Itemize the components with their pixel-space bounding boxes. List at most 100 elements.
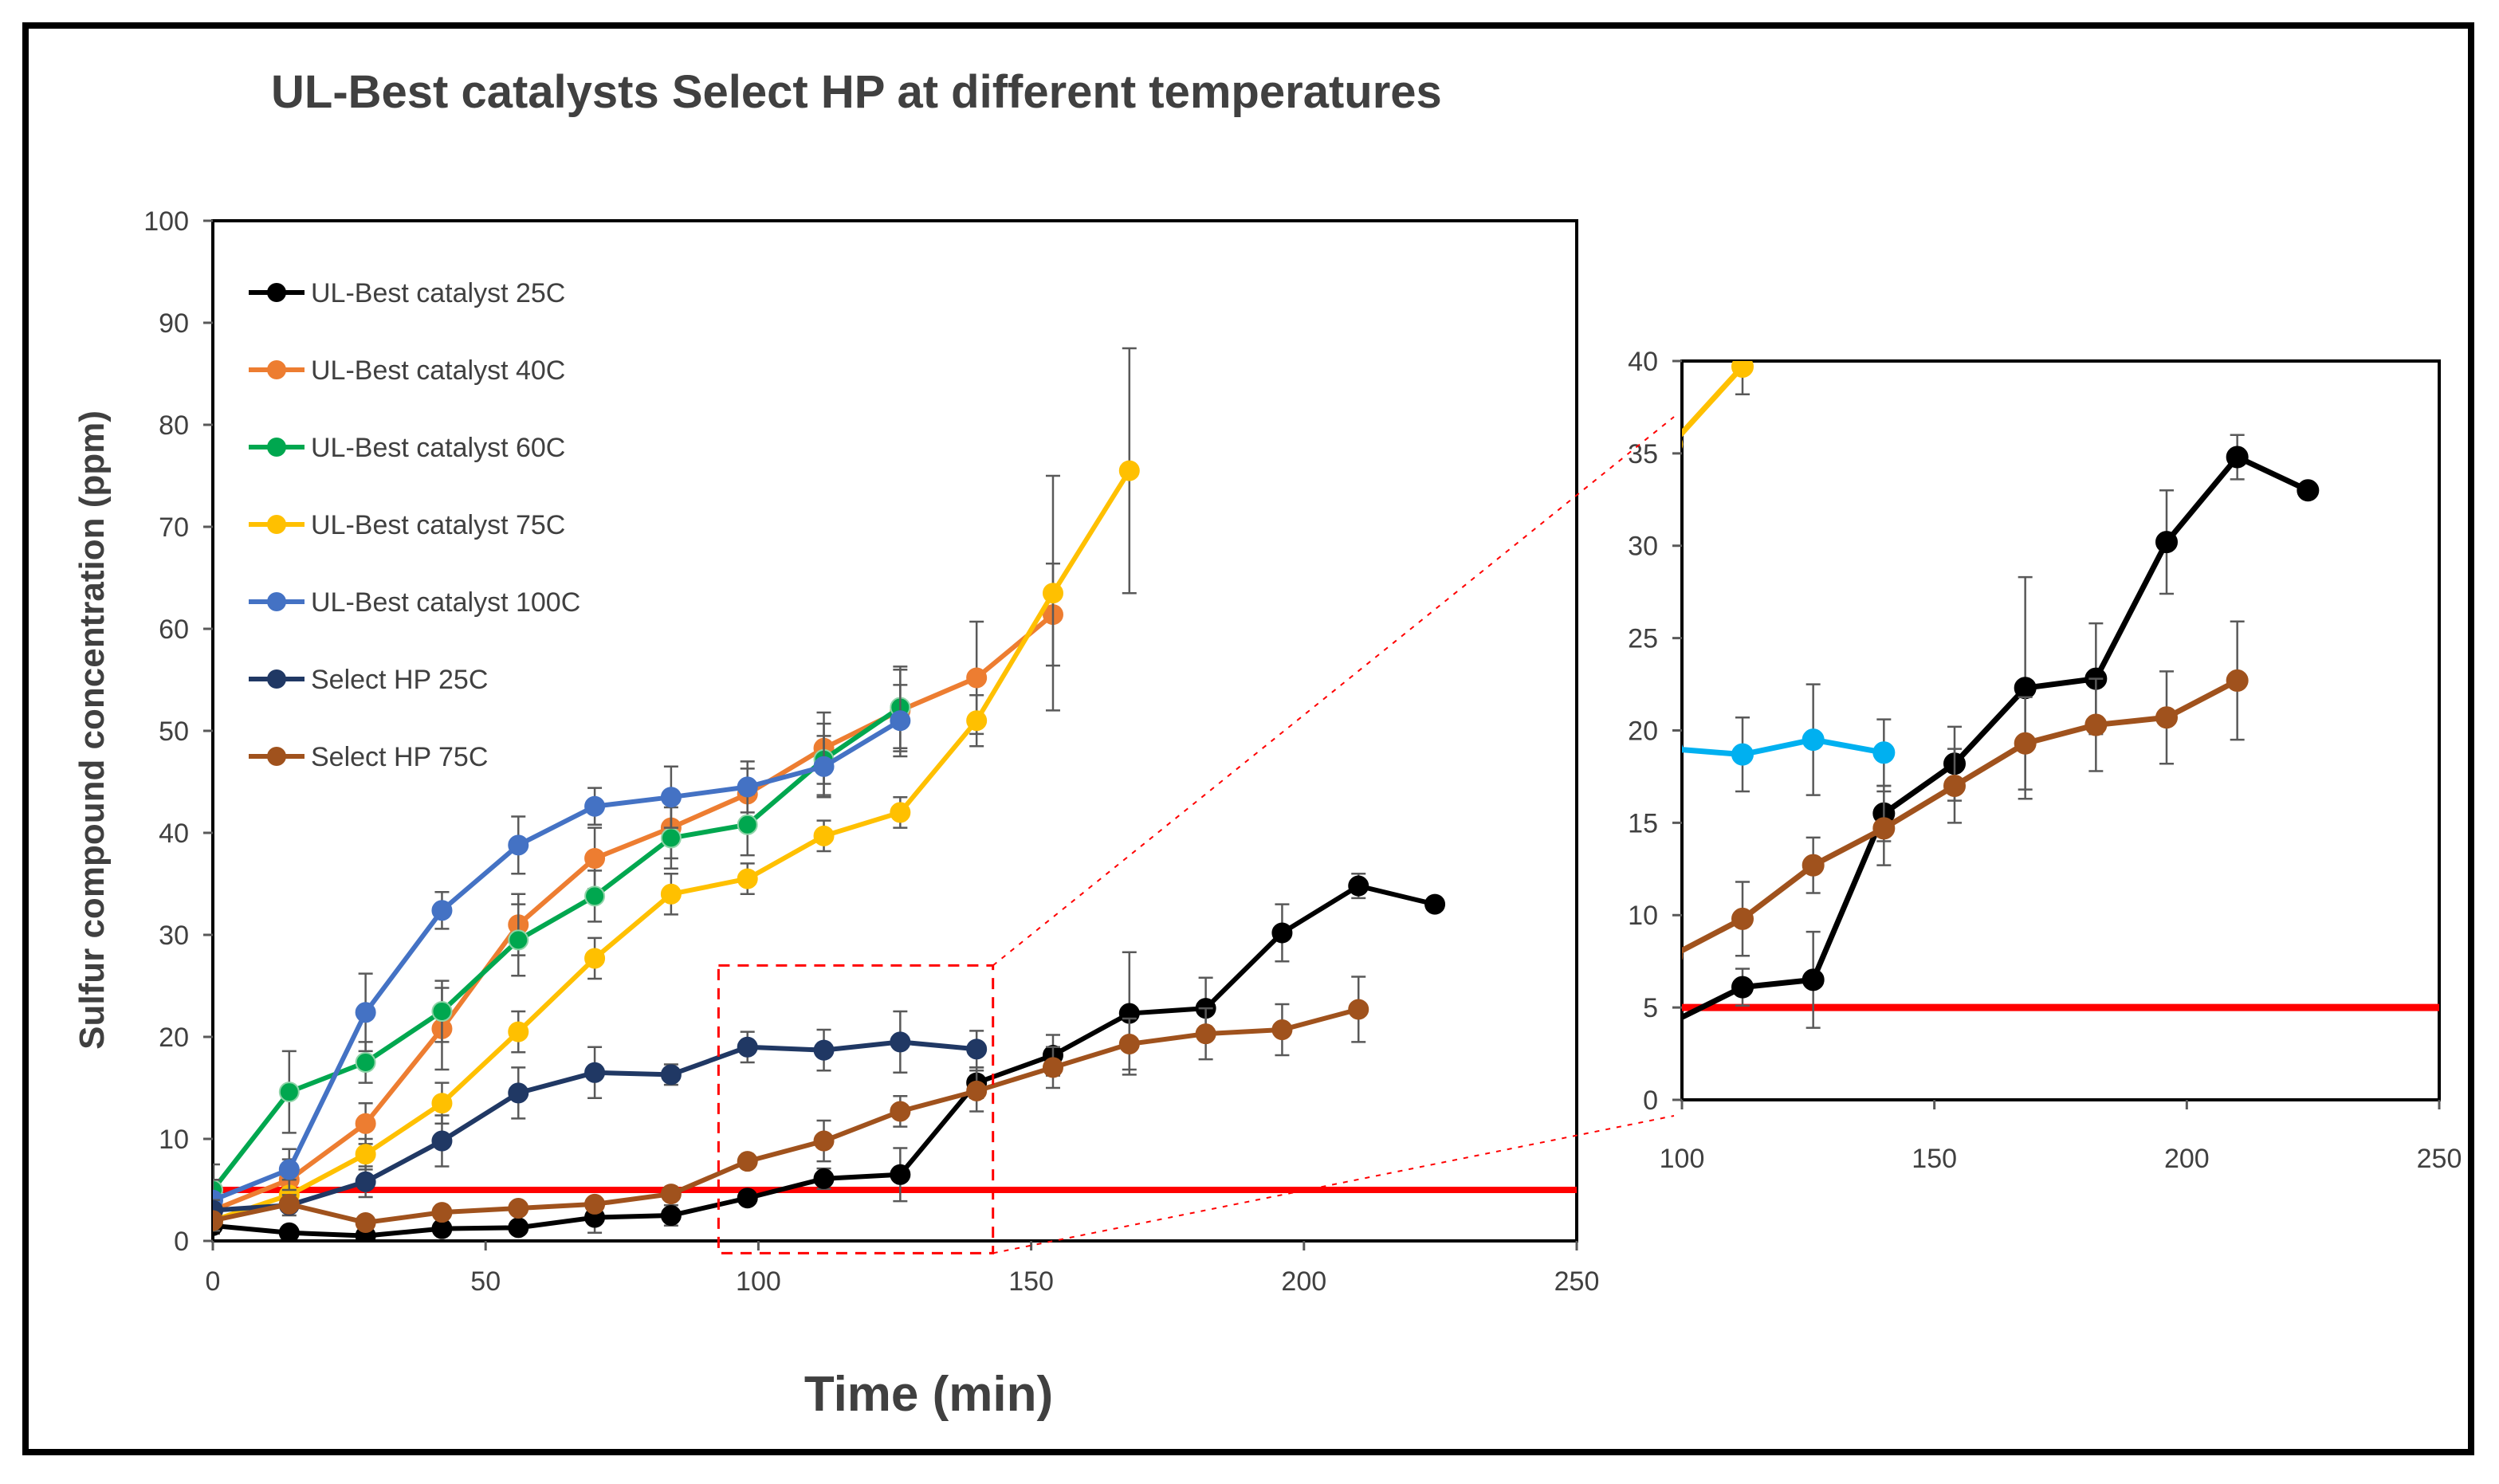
data-point bbox=[2084, 713, 2108, 736]
data-point bbox=[2014, 677, 2037, 700]
data-point bbox=[1348, 999, 1369, 1020]
data-point bbox=[1271, 1019, 1293, 1041]
zoom-connector-line bbox=[992, 416, 1675, 967]
y-tick-label: 30 bbox=[159, 921, 189, 951]
data-point bbox=[1271, 922, 1293, 944]
data-point bbox=[355, 1002, 376, 1023]
x-tick-label: 100 bbox=[1660, 1144, 1705, 1174]
data-point bbox=[1802, 728, 1825, 752]
data-point bbox=[508, 929, 529, 951]
data-point bbox=[1731, 976, 1754, 999]
data-point bbox=[355, 1171, 376, 1192]
series-line bbox=[213, 718, 902, 1203]
y-tick-label: 0 bbox=[1643, 1086, 1658, 1116]
x-tick-label: 250 bbox=[2417, 1144, 2462, 1174]
zoom-region-box bbox=[717, 964, 995, 1254]
data-point bbox=[2226, 669, 2249, 692]
y-axis-label: Sulfur compound concentration (ppm) bbox=[73, 410, 112, 1050]
data-point bbox=[966, 1080, 988, 1101]
data-point bbox=[2155, 531, 2178, 554]
data-point bbox=[660, 1205, 682, 1226]
x-tick-label: 100 bbox=[736, 1266, 781, 1297]
x-tick-label: 200 bbox=[2164, 1144, 2210, 1174]
series-1 bbox=[1682, 361, 1754, 450]
series-3 bbox=[1682, 620, 2249, 961]
data-point bbox=[584, 1193, 606, 1215]
data-point bbox=[278, 1082, 300, 1103]
data-point bbox=[813, 1168, 835, 1189]
legend-swatch-marker bbox=[267, 515, 286, 534]
legend-swatch-marker bbox=[267, 747, 286, 766]
legend: UL-Best catalyst 25C UL-Best catalyst 40C… bbox=[249, 278, 580, 772]
data-point bbox=[660, 827, 682, 849]
y-tick-label: 20 bbox=[1628, 716, 1658, 746]
legend-label: UL-Best catalyst 25C bbox=[311, 278, 565, 308]
legend-swatch-marker bbox=[267, 669, 286, 689]
data-point bbox=[584, 1062, 606, 1083]
y-tick-label: 15 bbox=[1628, 808, 1658, 838]
data-point bbox=[584, 848, 606, 869]
data-point bbox=[737, 868, 758, 889]
data-point bbox=[431, 1202, 453, 1223]
data-point bbox=[508, 1198, 529, 1219]
data-point bbox=[1195, 1023, 1216, 1045]
series-line bbox=[1682, 364, 1745, 438]
main-plot: 0 50 100 150 200 250 0 10 20 30 40 50 60 70 80 90 100 UL-… bbox=[143, 206, 1599, 1297]
y-tick-label: 10 bbox=[159, 1125, 189, 1155]
data-point bbox=[508, 834, 529, 856]
data-point bbox=[2014, 732, 2037, 755]
data-point bbox=[508, 1217, 529, 1239]
data-point bbox=[1118, 1033, 1140, 1054]
data-point bbox=[966, 1038, 988, 1060]
x-tick-label: 0 bbox=[206, 1266, 221, 1297]
data-point bbox=[1424, 893, 1446, 915]
data-point bbox=[355, 1113, 376, 1134]
data-point bbox=[890, 1164, 911, 1185]
data-point bbox=[508, 1021, 529, 1042]
series-2 bbox=[1682, 683, 1896, 796]
data-point bbox=[1731, 361, 1754, 378]
series-3 bbox=[213, 347, 1140, 1232]
series-0 bbox=[1682, 434, 2320, 1029]
legend-label: UL-Best catalyst 75C bbox=[311, 510, 565, 540]
y-tick-label: 100 bbox=[143, 206, 189, 237]
data-point bbox=[431, 1093, 453, 1114]
y-tick-label: 60 bbox=[159, 614, 189, 645]
data-point bbox=[1682, 439, 1684, 450]
data-point bbox=[278, 1222, 300, 1241]
x-tick-label: 150 bbox=[1008, 1266, 1054, 1297]
zoom-connectors bbox=[717, 416, 1675, 1254]
y-tick-label: 35 bbox=[1628, 439, 1658, 469]
data-point bbox=[813, 1039, 835, 1061]
data-point bbox=[813, 825, 835, 846]
data-point bbox=[584, 948, 606, 969]
data-point bbox=[737, 1188, 758, 1209]
y-tick-label: 50 bbox=[159, 716, 189, 747]
plot-data-layer bbox=[213, 347, 1577, 1241]
legend-swatch-marker bbox=[267, 360, 286, 379]
data-point bbox=[813, 1130, 835, 1152]
series-1 bbox=[213, 562, 1063, 1227]
x-tick-label: 200 bbox=[1281, 1266, 1326, 1297]
data-point bbox=[1682, 951, 1684, 961]
data-point bbox=[966, 667, 988, 689]
data-point bbox=[584, 885, 606, 907]
legend-swatch-marker bbox=[267, 283, 286, 302]
data-point bbox=[737, 1036, 758, 1058]
data-point bbox=[1872, 741, 1896, 764]
legend-label: Select HP 75C bbox=[311, 742, 488, 772]
data-point bbox=[1042, 583, 1063, 604]
data-point bbox=[355, 1144, 376, 1165]
y-tick-label: 70 bbox=[159, 512, 189, 543]
data-point bbox=[1872, 817, 1896, 840]
y-tick-label: 20 bbox=[159, 1023, 189, 1053]
data-point bbox=[2155, 706, 2178, 729]
series-line bbox=[213, 612, 1055, 1213]
y-tick-label: 0 bbox=[174, 1227, 189, 1257]
plot-area-border bbox=[1680, 359, 2441, 1101]
data-point bbox=[660, 1064, 682, 1086]
data-point bbox=[278, 1193, 300, 1215]
data-point bbox=[1943, 775, 1966, 798]
y-tick-label: 90 bbox=[159, 308, 189, 339]
